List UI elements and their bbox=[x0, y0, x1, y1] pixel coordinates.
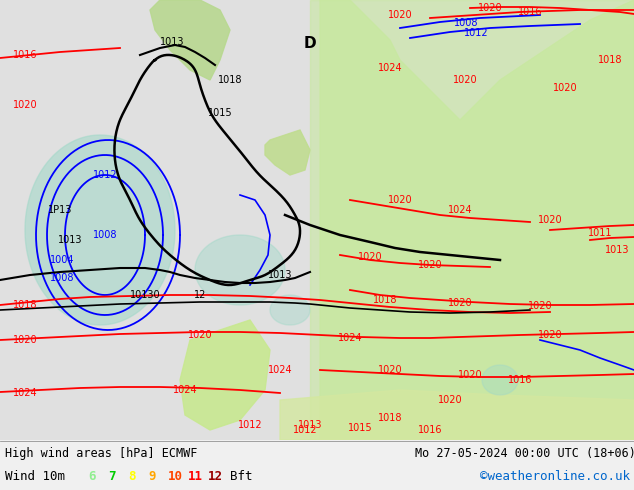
Text: 1013: 1013 bbox=[605, 245, 630, 255]
Text: 1012: 1012 bbox=[93, 170, 117, 180]
Text: 1008: 1008 bbox=[454, 18, 478, 28]
Polygon shape bbox=[280, 390, 634, 440]
Text: 1024: 1024 bbox=[13, 388, 37, 398]
Text: 1020: 1020 bbox=[458, 370, 482, 380]
Text: 1024: 1024 bbox=[268, 365, 292, 375]
Text: ©weatheronline.co.uk: ©weatheronline.co.uk bbox=[480, 469, 630, 483]
Text: 1018: 1018 bbox=[598, 55, 622, 65]
Text: 9: 9 bbox=[148, 469, 155, 483]
Text: 1012: 1012 bbox=[238, 420, 262, 430]
Text: 1016: 1016 bbox=[518, 7, 542, 17]
Text: 1016: 1016 bbox=[13, 50, 37, 60]
Polygon shape bbox=[180, 320, 270, 430]
Text: 1024: 1024 bbox=[378, 63, 403, 73]
Text: 1024: 1024 bbox=[448, 205, 472, 215]
Text: 1020: 1020 bbox=[453, 75, 477, 85]
Text: 1020: 1020 bbox=[448, 298, 472, 308]
Text: 1020: 1020 bbox=[13, 100, 37, 110]
Text: 12: 12 bbox=[194, 290, 206, 300]
Text: 1024: 1024 bbox=[172, 385, 197, 395]
Text: 1004: 1004 bbox=[49, 255, 74, 265]
Polygon shape bbox=[482, 365, 518, 395]
Text: 10: 10 bbox=[168, 469, 183, 483]
Text: 11: 11 bbox=[188, 469, 203, 483]
Text: 1013: 1013 bbox=[160, 37, 184, 47]
Text: Wind 10m: Wind 10m bbox=[5, 469, 65, 483]
Text: 1024: 1024 bbox=[338, 333, 362, 343]
Text: 1020: 1020 bbox=[527, 301, 552, 311]
Polygon shape bbox=[195, 235, 285, 305]
Text: 1015: 1015 bbox=[347, 423, 372, 433]
Polygon shape bbox=[265, 130, 310, 175]
Text: 1020: 1020 bbox=[188, 330, 212, 340]
Text: 1018: 1018 bbox=[378, 413, 402, 423]
Text: 10130: 10130 bbox=[130, 290, 160, 300]
Text: 1020: 1020 bbox=[387, 10, 412, 20]
Text: 1018: 1018 bbox=[13, 300, 37, 310]
Polygon shape bbox=[0, 0, 634, 440]
Text: 1018: 1018 bbox=[373, 295, 398, 305]
Polygon shape bbox=[270, 295, 310, 325]
Text: 1020: 1020 bbox=[418, 260, 443, 270]
Text: 1020: 1020 bbox=[378, 365, 403, 375]
Text: 1013: 1013 bbox=[298, 420, 322, 430]
Text: 1012: 1012 bbox=[463, 28, 488, 38]
Text: 1020: 1020 bbox=[553, 83, 578, 93]
Text: 12: 12 bbox=[208, 469, 223, 483]
Text: 1008: 1008 bbox=[93, 230, 117, 240]
Text: Bft: Bft bbox=[230, 469, 252, 483]
Polygon shape bbox=[25, 135, 175, 325]
Polygon shape bbox=[320, 0, 634, 440]
Text: 8: 8 bbox=[128, 469, 136, 483]
Text: 1016: 1016 bbox=[418, 425, 443, 435]
Text: Mo 27-05-2024 00:00 UTC (18+06): Mo 27-05-2024 00:00 UTC (18+06) bbox=[415, 446, 634, 460]
Text: 1013: 1013 bbox=[58, 235, 82, 245]
Text: 1020: 1020 bbox=[538, 330, 562, 340]
Text: 1020: 1020 bbox=[358, 252, 382, 262]
Text: 7: 7 bbox=[108, 469, 115, 483]
Text: High wind areas [hPa] ECMWF: High wind areas [hPa] ECMWF bbox=[5, 446, 197, 460]
Text: 1015: 1015 bbox=[208, 108, 232, 118]
Text: 1020: 1020 bbox=[437, 395, 462, 405]
Text: 1012: 1012 bbox=[293, 425, 317, 435]
Polygon shape bbox=[310, 0, 634, 440]
Text: 1020: 1020 bbox=[538, 215, 562, 225]
Text: 1008: 1008 bbox=[49, 273, 74, 283]
Text: D: D bbox=[304, 35, 316, 50]
Text: 1020: 1020 bbox=[477, 3, 502, 13]
Text: 1011: 1011 bbox=[588, 228, 612, 238]
Text: 1013: 1013 bbox=[268, 270, 292, 280]
Text: 1P13: 1P13 bbox=[48, 205, 72, 215]
Text: 1020: 1020 bbox=[387, 195, 412, 205]
Text: 6: 6 bbox=[88, 469, 96, 483]
Text: 1016: 1016 bbox=[508, 375, 533, 385]
Text: 1020: 1020 bbox=[13, 335, 37, 345]
Text: 1018: 1018 bbox=[217, 75, 242, 85]
Polygon shape bbox=[150, 0, 230, 80]
